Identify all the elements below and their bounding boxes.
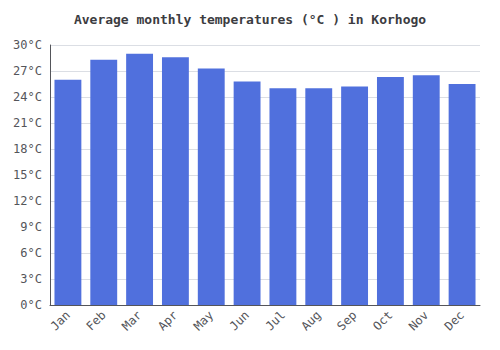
svg-text:15°C: 15°C [13, 168, 42, 182]
svg-text:Oct: Oct [370, 308, 395, 333]
svg-text:Apr: Apr [155, 308, 180, 333]
svg-text:Jul: Jul [263, 308, 288, 333]
svg-text:Sep: Sep [334, 308, 359, 333]
svg-text:0°C: 0°C [20, 298, 42, 312]
svg-text:30°C: 30°C [13, 38, 42, 52]
svg-text:21°C: 21°C [13, 116, 42, 130]
svg-text:12°C: 12°C [13, 194, 42, 208]
svg-text:24°C: 24°C [13, 90, 42, 104]
svg-text:6°C: 6°C [20, 246, 42, 260]
svg-text:May: May [191, 308, 216, 333]
svg-text:Jun: Jun [227, 308, 252, 333]
svg-text:Feb: Feb [83, 308, 108, 333]
svg-text:Average monthly temperatures (: Average monthly temperatures (°C ) in Ko… [74, 12, 426, 27]
svg-text:27°C: 27°C [13, 64, 42, 78]
svg-text:3°C: 3°C [20, 272, 42, 286]
svg-text:9°C: 9°C [20, 220, 42, 234]
svg-text:Jan: Jan [48, 308, 73, 333]
svg-text:Aug: Aug [298, 308, 323, 333]
svg-text:Mar: Mar [119, 308, 144, 333]
svg-text:18°C: 18°C [13, 142, 42, 156]
svg-text:Dec: Dec [442, 308, 467, 333]
svg-text:Nov: Nov [406, 308, 431, 333]
